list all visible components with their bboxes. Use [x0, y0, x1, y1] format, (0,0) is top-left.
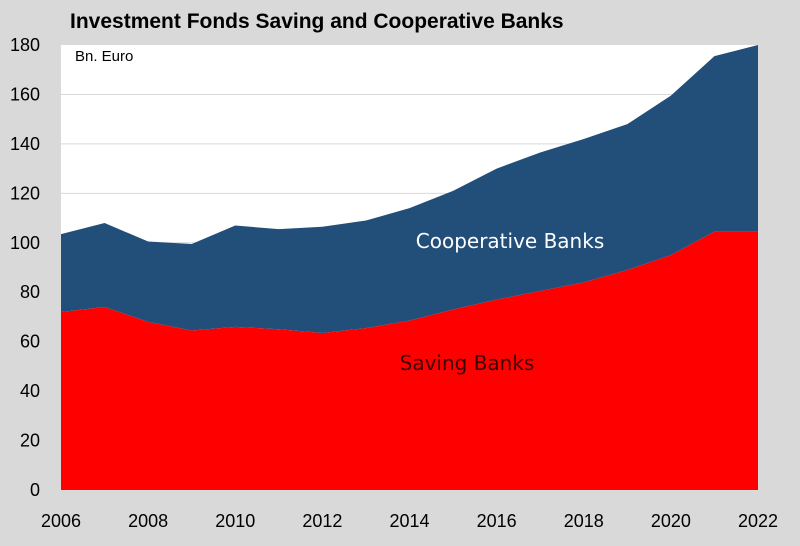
areas: [61, 45, 758, 490]
x-tick-label-2012: 2012: [302, 511, 342, 531]
x-tick-label-2020: 2020: [651, 511, 691, 531]
area-cooperative-banks: [61, 45, 758, 334]
x-tick-label-2008: 2008: [128, 511, 168, 531]
y-tick-label-160: 160: [10, 84, 40, 104]
x-axis-ticks: 2006 2008 2010 2012 2014 2016 2018 2020 2022: [41, 511, 778, 531]
y-axis-ticks: 0 20 40 60 80 100 120 140 160 180: [10, 35, 40, 500]
y-tick-label-80: 80: [20, 282, 40, 302]
chart-title: Investment Fonds Saving and Cooperative …: [70, 10, 564, 33]
y-tick-label-140: 140: [10, 134, 40, 154]
y-tick-label-120: 120: [10, 183, 40, 203]
x-tick-label-2006: 2006: [41, 511, 81, 531]
x-tick-label-2010: 2010: [215, 511, 255, 531]
area-saving-banks: [61, 231, 758, 490]
y-tick-label-0: 0: [30, 480, 40, 500]
series-label-saving-banks: Saving Banks: [400, 351, 535, 375]
y-tick-label-100: 100: [10, 233, 40, 253]
y-tick-label-20: 20: [20, 431, 40, 451]
x-tick-label-2018: 2018: [564, 511, 604, 531]
y-tick-label-60: 60: [20, 332, 40, 352]
x-tick-label-2016: 2016: [477, 511, 517, 531]
x-tick-label-2014: 2014: [389, 511, 429, 531]
series-label-cooperative-banks: Cooperative Banks: [416, 229, 604, 253]
unit-label: Bn. Euro: [75, 48, 133, 65]
x-tick-label-2022: 2022: [738, 511, 778, 531]
y-tick-label-40: 40: [20, 381, 40, 401]
y-tick-label-180: 180: [10, 35, 40, 55]
